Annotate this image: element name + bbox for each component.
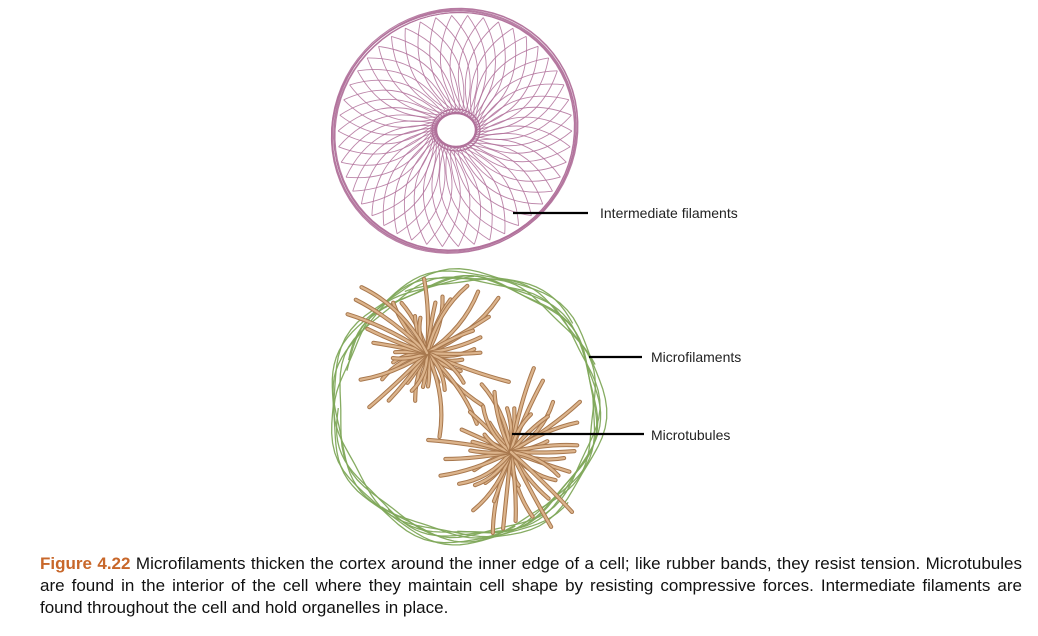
microtubule-core: [425, 351, 443, 438]
intermediate-filament: [451, 15, 479, 118]
intermediate-filament: [443, 141, 471, 247]
intermediate-filament: [345, 125, 437, 179]
microtubule-core: [509, 450, 553, 528]
intermediate-filament: [474, 45, 539, 129]
intermediate-filament: [396, 135, 441, 235]
intermediate-filament: [338, 114, 439, 148]
intermediate-filament: [471, 106, 572, 139]
intermediate-filament: [366, 57, 451, 116]
intermediate-filament: [470, 17, 496, 121]
intermediate-filament: [467, 15, 487, 120]
membrane-ring: [333, 11, 575, 252]
intermediate-filament: [463, 143, 561, 182]
intermediate-filament: [422, 140, 443, 247]
intermediate-filament: [448, 143, 493, 241]
microfilament: [381, 278, 596, 539]
intermediate-filament: [435, 17, 471, 117]
intermediate-filament: [474, 57, 549, 131]
microfilament: [339, 276, 601, 539]
intermediate-filament: [473, 28, 517, 125]
intermediate-filament: [474, 70, 558, 133]
intermediate-filaments-cell: [330, 7, 579, 254]
intermediate-filament: [426, 139, 453, 245]
microtubule-core: [425, 351, 482, 355]
intermediate-filament: [439, 143, 475, 245]
intermediate-filament: [417, 21, 462, 117]
microfilaments-label: Microfilaments: [651, 349, 741, 365]
intermediate-filament: [360, 129, 436, 205]
intermediate-filament: [461, 143, 553, 193]
intermediate-filament: [458, 17, 484, 121]
intermediate-filament: [357, 70, 449, 118]
intermediate-filament: [361, 129, 436, 205]
intermediate-filament: [440, 15, 467, 119]
microtubule-core: [509, 450, 560, 477]
intermediate-filament: [349, 84, 446, 122]
intermediate-filament: [343, 89, 444, 119]
intermediate-filament: [471, 114, 572, 147]
intermediate-filament: [471, 21, 506, 123]
microtubule-core: [354, 298, 429, 355]
microtubule-core: [360, 286, 429, 355]
intermediate-filament: [367, 57, 452, 116]
intermediate-filament: [464, 21, 499, 123]
intermediate-filament: [474, 46, 539, 129]
intermediate-filament: [340, 120, 437, 163]
microtubules-label: Microtubules: [651, 427, 730, 443]
intermediate-filament: [450, 144, 505, 235]
microtubule-core: [425, 284, 469, 355]
intermediate-filaments-label: Intermediate filaments: [600, 205, 738, 221]
intermediate-filament: [341, 123, 438, 166]
intermediate-filament: [338, 121, 439, 155]
intermediate-filament: [470, 130, 573, 154]
intermediate-filament: [337, 107, 440, 132]
intermediate-filament: [357, 69, 449, 117]
microtubule-core: [458, 450, 513, 485]
intermediate-filament: [449, 15, 470, 120]
nucleus-pore-ring: [431, 108, 481, 152]
intermediate-filament: [470, 27, 514, 125]
intermediate-filament: [453, 144, 519, 227]
intermediate-filament: [371, 131, 436, 217]
intermediate-filament: [445, 142, 482, 245]
intermediate-filament: [473, 99, 570, 140]
membrane-ring: [330, 7, 579, 253]
intermediate-filament: [378, 46, 454, 116]
intermediate-filament: [466, 141, 567, 172]
intermediate-filament: [473, 35, 527, 127]
intermediate-filament: [468, 140, 571, 163]
intermediate-filament: [411, 137, 446, 241]
intermediate-filament: [337, 120, 440, 145]
intermediate-filament: [474, 36, 528, 127]
microtubule-core: [509, 450, 574, 513]
caption-text: Microfilaments thicken the cortex around…: [40, 554, 1022, 617]
intermediate-filament: [339, 114, 442, 136]
microtubule-core: [493, 390, 513, 454]
intermediate-filament: [431, 142, 459, 247]
intermediate-filament: [343, 99, 444, 128]
intermediate-filament: [339, 98, 442, 120]
intermediate-filament: [404, 28, 460, 116]
intermediate-filament: [474, 84, 565, 136]
microtubules-asters: [345, 276, 582, 535]
intermediate-filament: [470, 116, 573, 140]
intermediate-filament: [458, 144, 543, 205]
intermediate-filament: [349, 79, 447, 117]
cytoskeleton-diagram: Intermediate filaments Microfilaments Mi…: [330, 7, 741, 546]
intermediate-filament: [383, 133, 437, 227]
nucleus-pore: [434, 111, 478, 149]
microfilament: [331, 270, 574, 546]
intermediate-filament: [352, 127, 436, 192]
intermediate-filament: [445, 144, 491, 241]
intermediate-filament: [345, 124, 436, 178]
intermediate-filament: [440, 140, 461, 247]
figure-caption: Figure 4.22 Microfilaments thicken the c…: [40, 553, 1022, 619]
intermediate-filament: [352, 127, 436, 192]
figure-number: Figure 4.22: [40, 554, 131, 573]
intermediate-filament: [429, 17, 465, 118]
